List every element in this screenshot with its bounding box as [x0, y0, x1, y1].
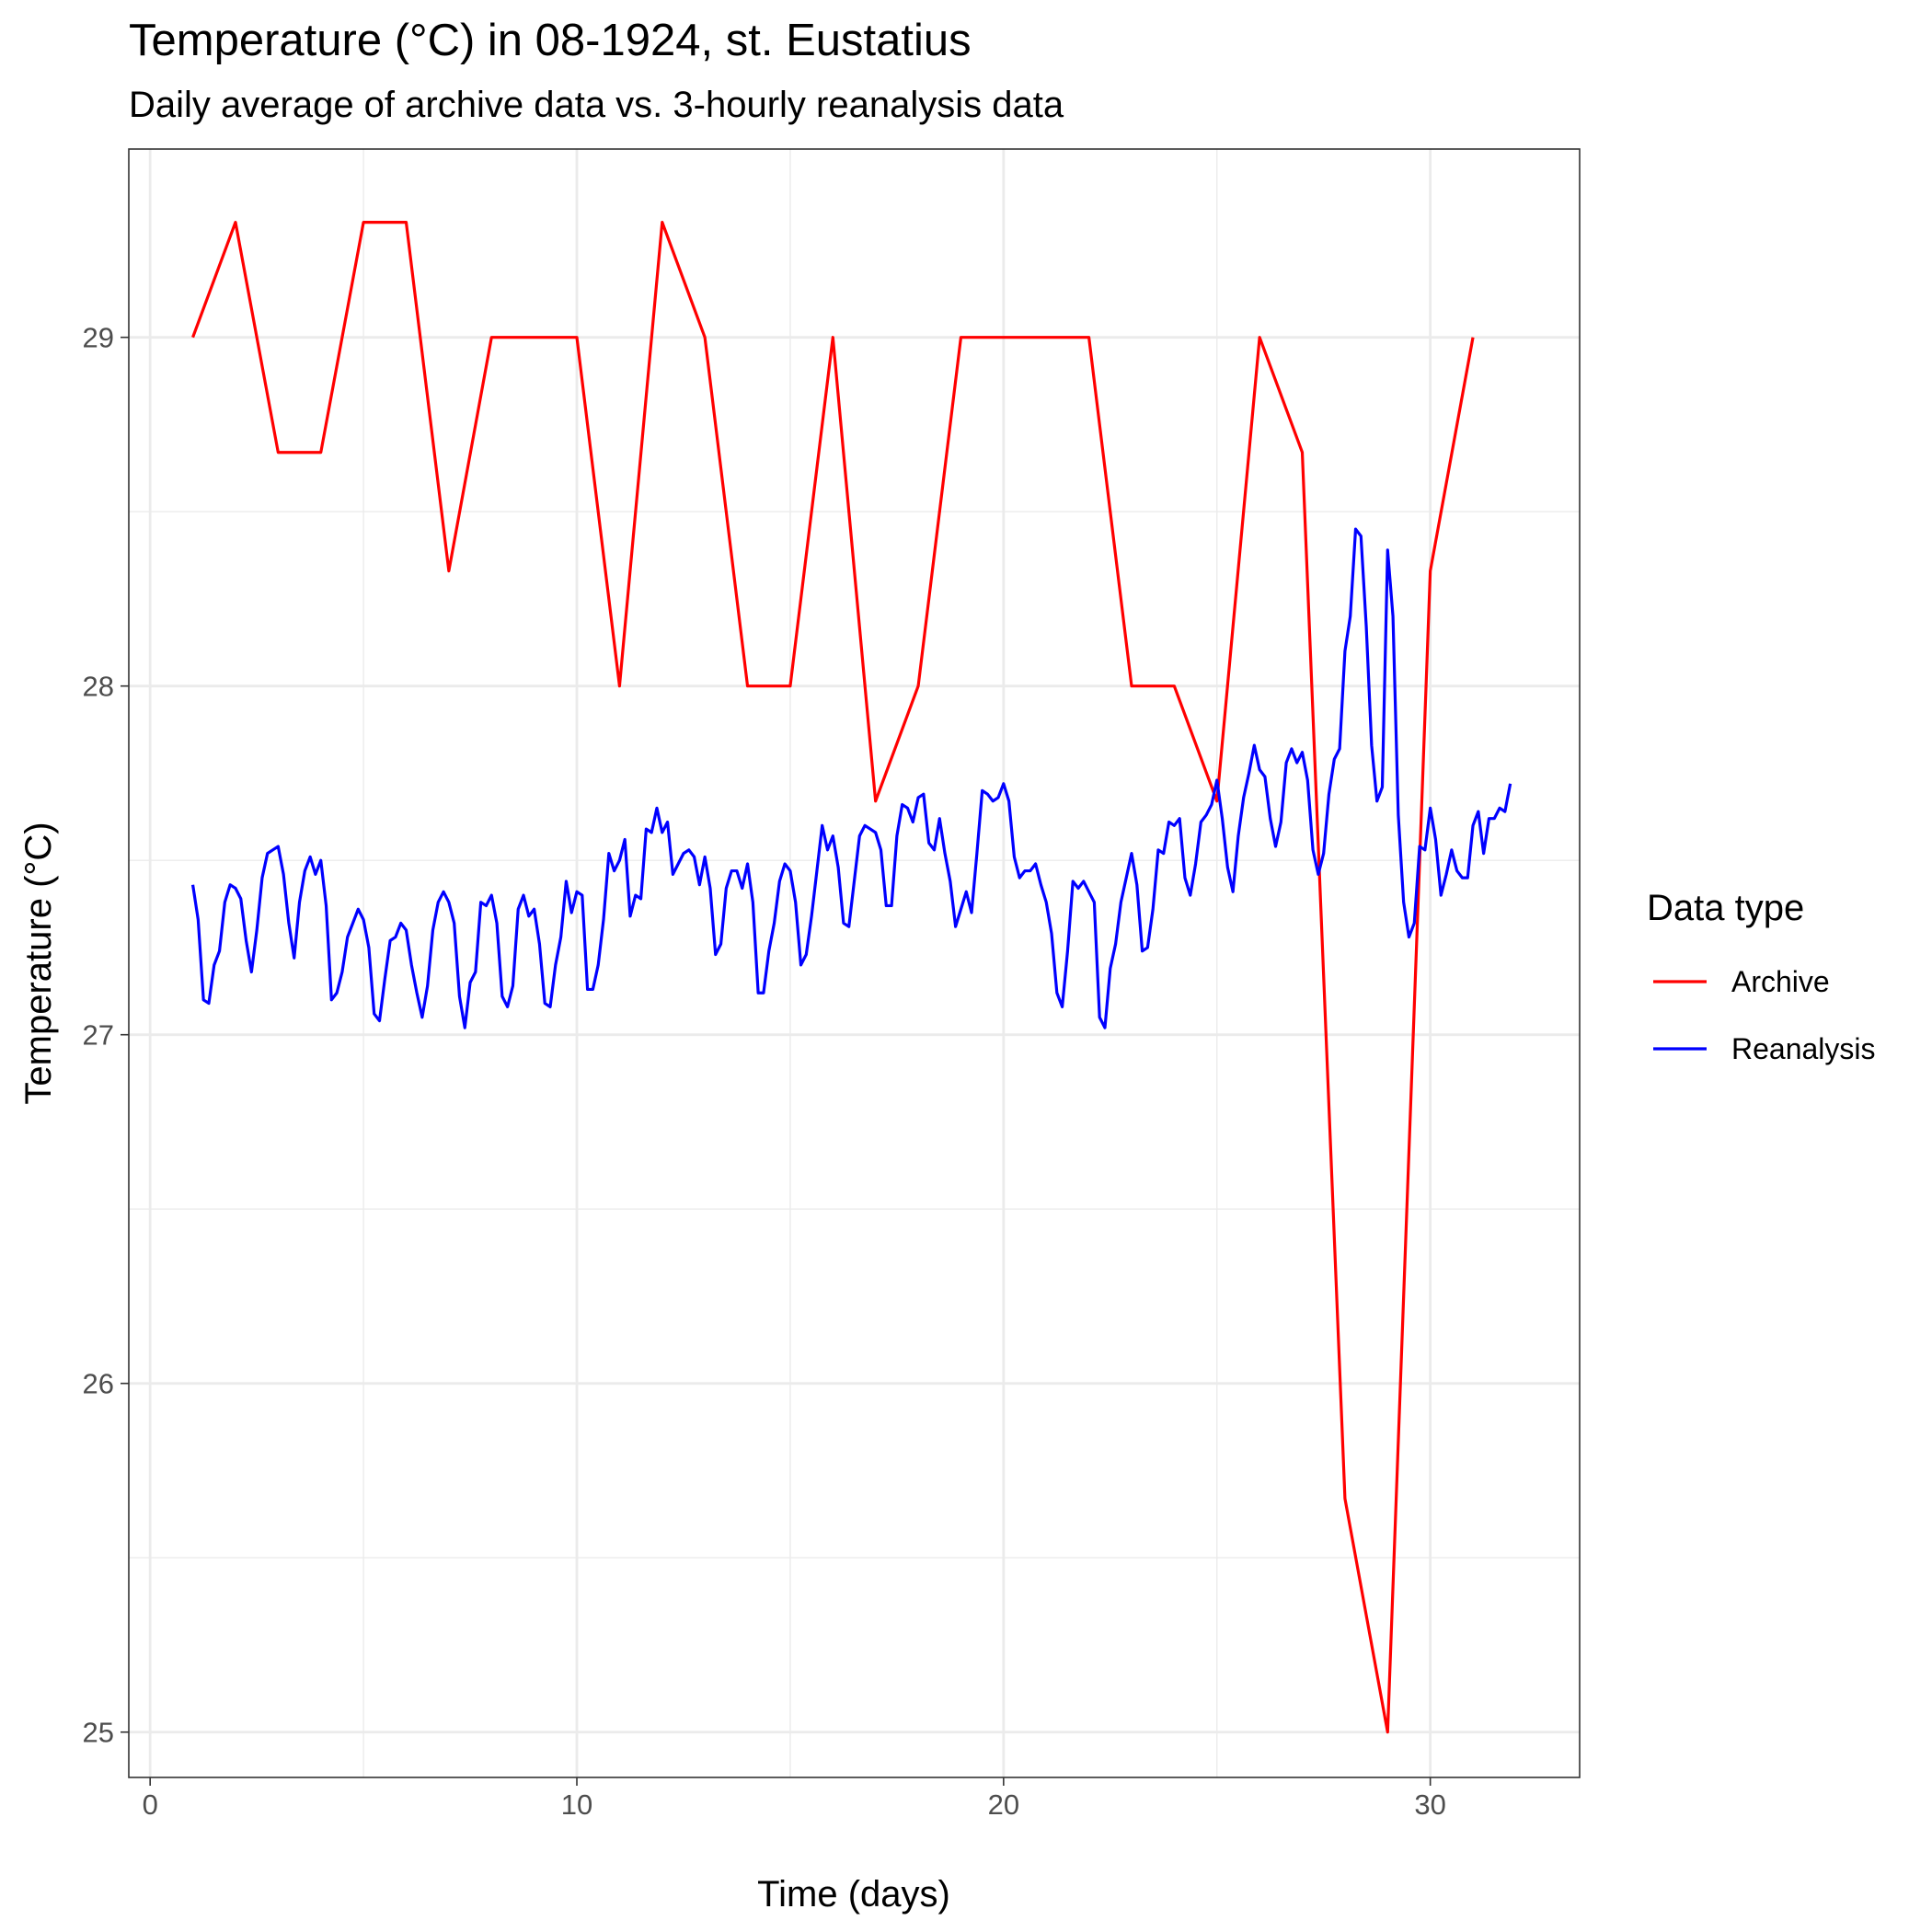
- legend-items: Archive Reanalysis: [1653, 965, 1876, 1065]
- series-line-reanalysis: [190, 527, 1512, 1029]
- legend-label-reanalysis: Reanalysis: [1731, 1032, 1876, 1065]
- legend: Data type Archive Reanalysis: [1647, 888, 1876, 1065]
- plot-panel: [129, 149, 1580, 1777]
- x-tick-label: 10: [561, 1788, 592, 1821]
- x-tick-label: 20: [988, 1788, 1019, 1821]
- chart-title: Temperature (°C) in 08-1924, st. Eustati…: [129, 16, 972, 65]
- x-axis-title: Time (days): [757, 1874, 950, 1915]
- series-line-archive: [191, 220, 1475, 1734]
- x-tick-label: 30: [1414, 1788, 1445, 1821]
- y-tick-label: 25: [83, 1717, 114, 1749]
- y-tick-label: 27: [83, 1019, 114, 1052]
- plot-border: [128, 148, 1581, 1778]
- legend-title: Data type: [1647, 888, 1804, 928]
- series-layer: [190, 220, 1512, 1734]
- y-tick-label: 26: [83, 1368, 114, 1400]
- x-tick-label: 0: [143, 1788, 158, 1821]
- axes: 0 10 20 30 25 26 27 28 29: [83, 322, 1446, 1821]
- y-axis-title: Temperature (°C): [18, 822, 59, 1104]
- y-tick-label: 28: [83, 671, 114, 703]
- chart-subtitle: Daily average of archive data vs. 3-hour…: [129, 85, 1064, 125]
- grid: [129, 149, 1580, 1777]
- y-tick-label: 29: [83, 322, 114, 354]
- legend-label-archive: Archive: [1731, 965, 1830, 998]
